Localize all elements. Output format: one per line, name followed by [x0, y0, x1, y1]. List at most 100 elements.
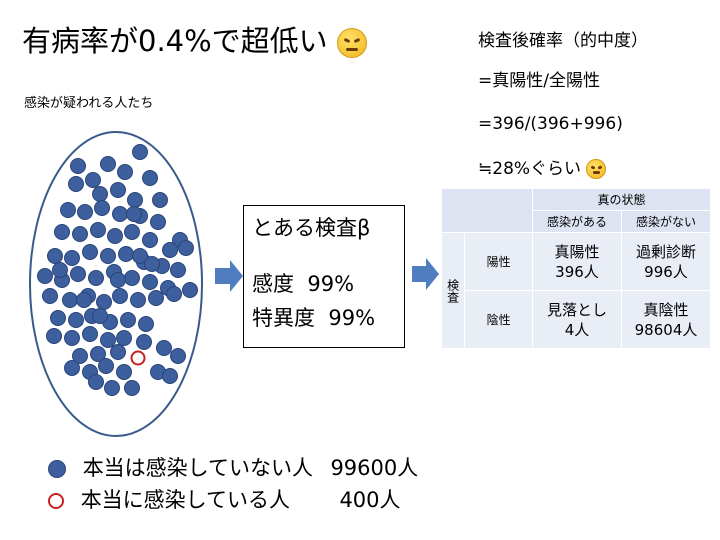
- healthy-face-icon: [170, 262, 186, 278]
- true-positive-label: 真陽性: [554, 242, 600, 261]
- healthy-face-icon: [148, 290, 164, 306]
- test-name: とある検査β: [252, 216, 371, 240]
- healthy-face-icon: [132, 248, 148, 264]
- healthy-face-icon: [46, 328, 62, 344]
- healthy-face-icon: [62, 292, 78, 308]
- confusion-table: 真の状態 感染がある 感染がない 検査 陽性 真陽性 396人 過剰診断 996…: [440, 188, 711, 349]
- healthy-face-icon: [48, 460, 66, 478]
- healthy-face-icon: [124, 224, 140, 240]
- healthy-face-icon: [64, 250, 80, 266]
- healthy-face-icon: [117, 164, 133, 180]
- legend-infected-count: 400人: [339, 488, 401, 512]
- healthy-face-icon: [82, 244, 98, 260]
- healthy-face-icon: [152, 192, 168, 208]
- healthy-face-icon: [64, 330, 80, 346]
- healthy-face-icon: [54, 224, 70, 240]
- row-negative: 陰性: [464, 290, 533, 349]
- healthy-face-icon: [110, 344, 126, 360]
- formula-calculation: =396/(396+996): [478, 114, 623, 134]
- legend-not-infected: 本当は感染していない人 99600人: [48, 452, 418, 482]
- test-box: とある検査β 感度 99% 特異度 99%: [243, 205, 405, 348]
- col-infected: 感染がある: [532, 210, 622, 233]
- formula-definition: =真陽性/全陽性: [478, 71, 600, 91]
- healthy-face-icon: [120, 312, 136, 328]
- healthy-face-icon: [94, 200, 110, 216]
- true-positive-value: 396人: [555, 262, 599, 281]
- healthy-face-icon: [110, 182, 126, 198]
- healthy-face-icon: [92, 308, 108, 324]
- infected-face-icon: [130, 350, 146, 366]
- sensitivity-label: 感度: [252, 272, 294, 296]
- healthy-face-icon: [110, 272, 126, 288]
- healthy-face-icon: [100, 332, 116, 348]
- healthy-face-icon: [118, 246, 134, 262]
- healthy-face-icon: [88, 270, 104, 286]
- healthy-face-icon: [42, 288, 58, 304]
- healthy-face-icon: [162, 368, 178, 384]
- true-negative-value: 98604人: [634, 320, 698, 339]
- healthy-face-icon: [150, 214, 166, 230]
- healthy-face-icon: [92, 186, 108, 202]
- legend-infected-label: 本当に感染している人: [80, 488, 291, 512]
- healthy-face-icon: [85, 172, 101, 188]
- healthy-face-icon: [136, 334, 152, 350]
- healthy-face-icon: [98, 358, 114, 374]
- healthy-face-icon: [37, 268, 53, 284]
- healthy-face-icon: [142, 274, 158, 290]
- healthy-face-icon: [130, 292, 146, 308]
- healthy-face-icon: [82, 326, 98, 342]
- healthy-face-icon: [142, 232, 158, 248]
- false-positive-label: 過剰診断: [635, 242, 696, 261]
- formula-result: ≒28%ぐらい: [478, 154, 607, 179]
- arrow-right-icon: [412, 258, 439, 290]
- specificity-row: 特異度 99%: [252, 302, 396, 332]
- true-negative-cell: 真陰性 98604人: [621, 290, 711, 349]
- row-positive: 陽性: [464, 232, 533, 291]
- col-not-infected: 感染がない: [621, 210, 711, 233]
- healthy-face-icon: [124, 270, 140, 286]
- population-faces: [37, 144, 198, 396]
- healthy-face-icon: [52, 262, 68, 278]
- true-state-header: 真の状態: [532, 188, 711, 211]
- healthy-face-icon: [47, 248, 63, 264]
- formula-heading: 検査後確率（的中度）: [478, 31, 648, 51]
- healthy-face-icon: [50, 310, 66, 326]
- legend-not-infected-label: 本当は感染していない人: [82, 456, 314, 480]
- healthy-face-icon: [107, 228, 123, 244]
- healthy-face-icon: [76, 292, 92, 308]
- healthy-face-icon: [70, 158, 86, 174]
- healthy-face-icon: [112, 288, 128, 304]
- healthy-face-icon: [162, 242, 178, 258]
- false-positive-cell: 過剰診断 996人: [621, 232, 711, 291]
- specificity-label: 特異度: [252, 306, 315, 330]
- healthy-face-icon: [166, 286, 182, 302]
- false-positive-value: 996人: [644, 262, 688, 281]
- healthy-face-icon: [72, 226, 88, 242]
- healthy-face-icon: [170, 348, 186, 364]
- healthy-face-icon: [142, 170, 158, 186]
- healthy-face-icon: [178, 240, 194, 256]
- population-label: 感染が疑われる人たち: [24, 96, 154, 111]
- legend-infected: 本当に感染している人 400人: [48, 484, 401, 514]
- specificity-value: 99%: [328, 306, 376, 330]
- title-text: 有病率が0.4%で超低い: [22, 24, 328, 58]
- true-negative-label: 真陰性: [643, 300, 689, 319]
- false-negative-value: 4人: [564, 320, 590, 339]
- legend-not-infected-count: 99600人: [330, 456, 419, 480]
- healthy-face-icon: [70, 266, 86, 282]
- healthy-face-icon: [60, 202, 76, 218]
- persevering-face-icon: [586, 159, 607, 179]
- slide-title: 有病率が0.4%で超低い: [22, 18, 367, 60]
- healthy-face-icon: [182, 282, 198, 298]
- infected-face-icon: [48, 493, 64, 509]
- healthy-face-icon: [72, 348, 88, 364]
- healthy-face-icon: [88, 374, 104, 390]
- healthy-face-icon: [138, 316, 154, 332]
- sensitivity-row: 感度 99%: [252, 268, 396, 298]
- persevering-face-icon: [336, 28, 367, 58]
- formula-result-text: ≒28%ぐらい: [478, 159, 582, 179]
- table-corner: [441, 188, 533, 233]
- healthy-face-icon: [90, 222, 106, 238]
- healthy-face-icon: [124, 380, 140, 396]
